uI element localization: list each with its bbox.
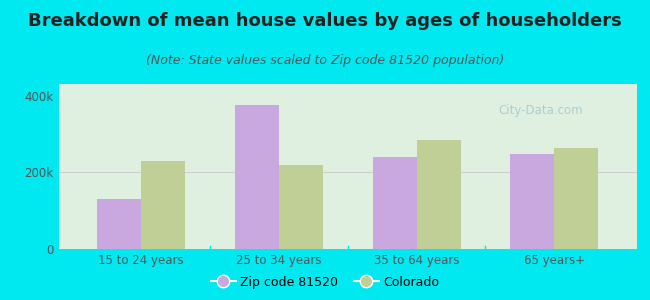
Bar: [141, 161, 185, 249]
Text: Breakdown of mean house values by ages of householders: Breakdown of mean house values by ages o…: [28, 12, 622, 30]
Bar: [97, 199, 141, 249]
Text: City-Data.com: City-Data.com: [498, 104, 583, 117]
Bar: [372, 157, 417, 249]
Bar: [510, 154, 554, 249]
Legend: Zip code 81520, Colorado: Zip code 81520, Colorado: [205, 271, 445, 294]
Bar: [279, 165, 323, 249]
Text: (Note: State values scaled to Zip code 81520 population): (Note: State values scaled to Zip code 8…: [146, 54, 504, 67]
Bar: [417, 140, 461, 249]
Bar: [235, 105, 279, 249]
Bar: [554, 148, 599, 249]
